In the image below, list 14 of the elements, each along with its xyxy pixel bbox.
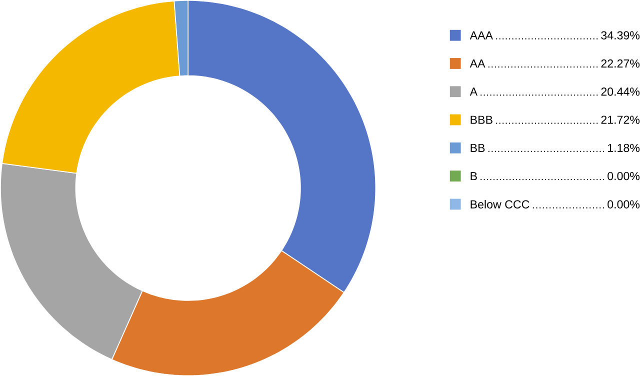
legend-label: AA <box>470 59 486 68</box>
legend-label: B <box>470 172 477 180</box>
data-label: 1.18% <box>608 144 640 152</box>
data-label: 21.72% <box>601 116 640 124</box>
data-label: 20.44% <box>601 87 640 96</box>
legend-label: A <box>470 88 478 96</box>
legend-label: BB <box>470 144 485 152</box>
text: 0.00% <box>608 172 640 180</box>
text: 0.00% <box>608 200 640 208</box>
data-label: 22.27% <box>601 59 640 68</box>
legend-label: BBB <box>470 116 492 124</box>
legend-label: AAA <box>470 31 493 40</box>
data-label: 34.39% <box>601 31 640 40</box>
legend-label: Below CCC <box>470 200 530 208</box>
